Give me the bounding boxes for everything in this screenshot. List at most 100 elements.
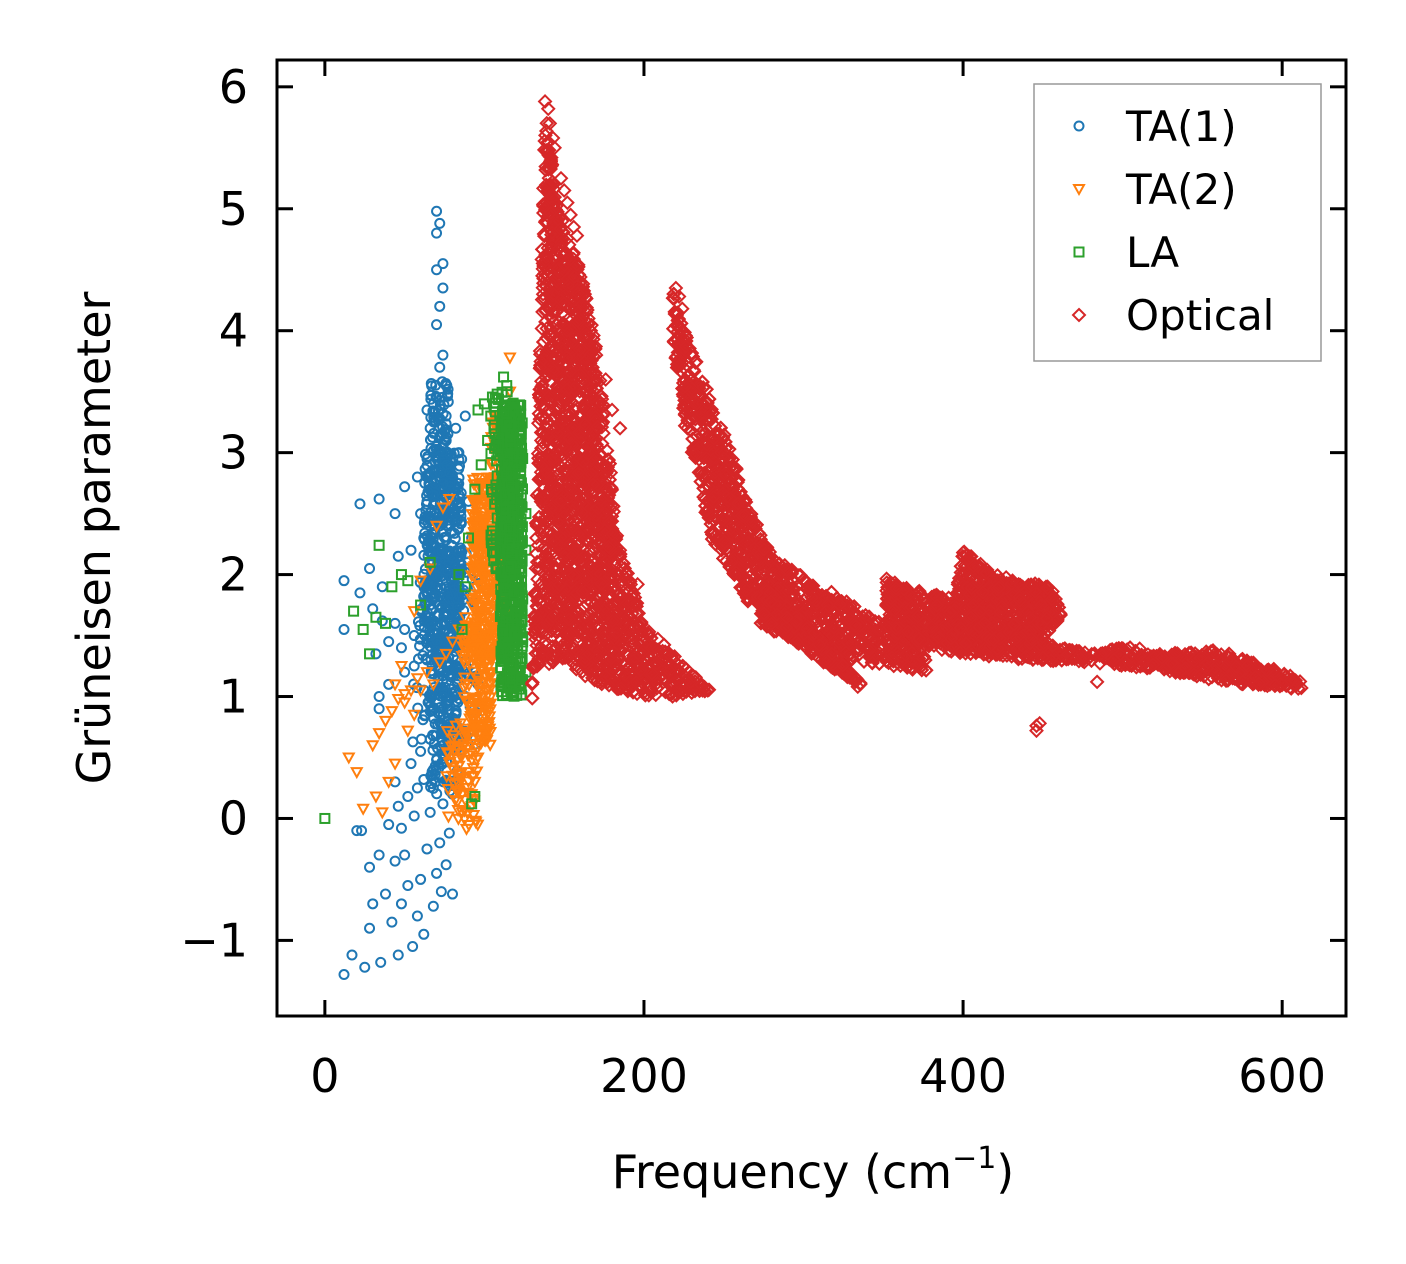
ta1-point [338,623,350,635]
ta2-point [378,715,393,728]
ta1-point [428,444,440,456]
ta1-point [452,482,464,494]
ta2-point [388,679,402,692]
ta1-point [405,758,417,770]
ta2-point [375,807,390,820]
ta1-point [453,463,465,475]
ta1-point [395,898,407,910]
ta1-point [434,217,446,229]
ta1-point [421,580,433,592]
ta1-point [373,849,385,861]
ta1-point [427,744,439,756]
ta1-point [419,463,431,475]
ta1-point [451,601,463,613]
ta2-point [407,606,421,619]
ta1-point [447,888,459,900]
ta1-point [407,940,419,952]
ta2-point [445,636,460,649]
ta1-point [431,227,443,239]
ta1-point [434,300,446,312]
ta2-point [413,685,428,698]
ta1-point [379,888,391,900]
ta1-point [422,486,434,498]
ta1-point [431,205,443,217]
ta2-point [388,758,402,771]
ta2-point [458,612,472,625]
ta1-point [429,591,441,603]
la-point [386,581,398,593]
ta1-point [431,264,443,276]
ta2-point [372,728,386,741]
ta1-point [446,512,458,524]
ta1-point [429,467,441,479]
ta1-point [440,859,452,871]
ta1-point [426,527,438,539]
ta2-point [407,709,421,722]
ta1-point [399,666,411,678]
ta1-point [392,550,404,562]
ta1-point [427,900,439,912]
la-point [357,623,369,635]
ta1-point [447,552,459,564]
ta2-point [350,767,364,780]
ta1-point [364,861,376,873]
ta1-point [444,514,456,526]
ta1-point [437,282,449,294]
ta1-point [434,718,446,730]
ta1-point [428,712,440,724]
la-point [402,575,414,587]
ta1-point [431,570,443,582]
optical-point [559,195,575,211]
ta1-point [386,916,398,928]
ta2-point [369,791,383,804]
ta1-point [359,961,371,973]
ta1-point [402,880,414,892]
ta1-point [440,431,452,443]
ta1-point [437,691,449,703]
ta1-point [442,383,454,395]
ta1-point [395,642,407,654]
ta2-point [413,575,428,588]
ta1-point [373,691,385,703]
ta1-point [373,703,385,715]
ta1-point [420,653,432,665]
ta2-point [439,648,453,661]
ta2-point [420,667,434,680]
ta1-point [447,663,459,675]
ta1-point [438,618,450,630]
ta2-point [441,811,456,824]
optical-point [524,690,540,706]
ta1-point [435,583,447,595]
ta1-point [407,736,419,748]
ta2-point [381,776,396,789]
ta1-point [436,545,448,557]
ta1-point [408,810,420,822]
optical-point [524,690,540,706]
ta1-point [411,782,423,794]
ta1-point [364,562,376,574]
ta1-point [426,769,438,781]
ta1-point [431,319,443,331]
ta1-point [432,411,444,423]
ta1-point [389,617,401,629]
ta1-point [356,825,368,837]
ta1-point [411,910,423,922]
ta2-point [470,472,485,485]
ta1-point [434,702,446,714]
ta1-point [432,609,444,621]
ta2-point [442,493,457,507]
ta1-point [383,819,395,831]
ta1-point [428,411,440,423]
ta1-point [418,928,430,940]
ta1-point [446,469,458,481]
ta1-point [442,609,454,621]
ta1-point [419,527,431,539]
ta2-point [342,752,356,765]
ta1-point [417,714,429,726]
ta1-point [456,453,468,465]
ta2-point [410,673,425,686]
ta1-point [425,377,437,389]
ta1-point [373,493,385,505]
ta2-point [404,685,418,698]
